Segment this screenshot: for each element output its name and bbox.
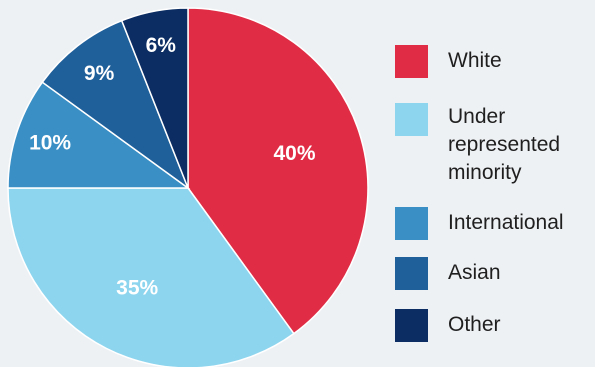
slice-label-under-represented-minority: 35% bbox=[116, 276, 158, 299]
legend-label-international: International bbox=[448, 211, 564, 234]
pie-slice-under-represented-minority bbox=[7, 187, 295, 367]
legend-swatch-other bbox=[395, 309, 428, 342]
legend-label-other: Other bbox=[448, 313, 501, 336]
legend-swatch-asian bbox=[395, 257, 428, 290]
slice-label-white: 40% bbox=[273, 142, 315, 165]
legend-swatch-international bbox=[395, 207, 428, 240]
slice-label-international: 10% bbox=[29, 132, 71, 155]
legend-swatch-underrepresented-minority bbox=[395, 103, 428, 136]
legend-label-asian: Asian bbox=[448, 261, 501, 284]
legend-label-underrepresented-minority: Under represented minority bbox=[448, 105, 561, 184]
pie-slice-asian bbox=[41, 19, 190, 191]
pie-chart: 40% 35% 10% 9% 6% bbox=[7, 7, 369, 367]
pie-slice-international bbox=[7, 81, 191, 189]
slice-label-asian: 9% bbox=[84, 62, 115, 85]
slice-label-other: 6% bbox=[146, 34, 177, 57]
pie-slice-white bbox=[187, 7, 369, 335]
legend: White Under represented minority Interna… bbox=[395, 0, 595, 367]
legend-label-white: White bbox=[448, 49, 502, 72]
legend-swatch-white bbox=[395, 45, 428, 78]
pie-slice-other bbox=[120, 7, 189, 189]
